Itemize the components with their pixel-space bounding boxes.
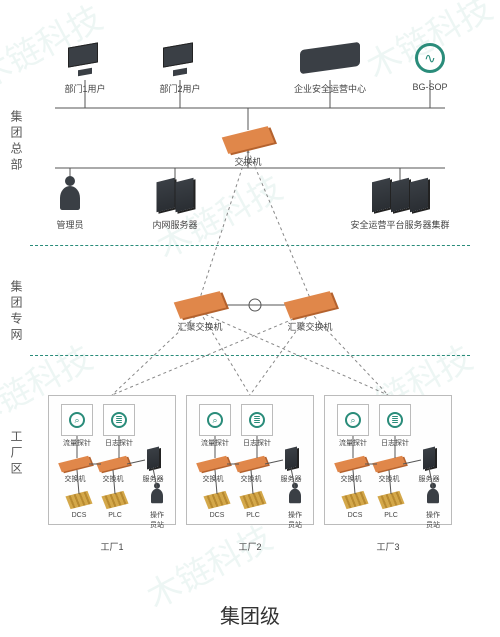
factory-server-icon xyxy=(285,448,297,468)
workstation-icon xyxy=(68,45,102,75)
probe-log: ≣ xyxy=(241,404,273,436)
dcs-label: DCS xyxy=(72,512,87,519)
dept2-label: 部门2用户 xyxy=(159,82,200,95)
server-label: 服务器 xyxy=(281,474,302,484)
intranet-server-icon xyxy=(157,180,194,210)
factory-switch-icon xyxy=(60,459,90,469)
section-label-wan: 集团专网 xyxy=(8,280,25,344)
dcs-label: DCS xyxy=(210,512,225,519)
operator-label: 操作员站 xyxy=(286,510,304,530)
probe-traffic: ⌕ xyxy=(199,404,231,436)
dept1-label: 部门1用户 xyxy=(64,82,105,95)
admin-label: 管理员 xyxy=(56,218,83,231)
workstation-icon xyxy=(163,45,197,75)
operator-icon xyxy=(147,484,167,508)
divider xyxy=(30,245,470,246)
probe-traffic-label: 流量探针 xyxy=(201,438,229,448)
probe-traffic-label: 流量探针 xyxy=(63,438,91,448)
switch2-label: 交换机 xyxy=(379,474,400,484)
operator-label: 操作员站 xyxy=(424,510,442,530)
dcs-icon xyxy=(344,493,366,507)
dcs-icon xyxy=(206,493,228,507)
operator-icon xyxy=(423,484,443,508)
plc-label: PLC xyxy=(108,512,122,519)
soc-desk-icon xyxy=(300,46,360,70)
section-label-hq: 集团总部 xyxy=(8,110,25,174)
divider xyxy=(30,355,470,356)
agg1-label: 汇聚交换机 xyxy=(177,320,222,333)
switch1-label: 交换机 xyxy=(341,474,362,484)
factory-box: ⌕ 流量探针 ≣ 日志探针 交换机 交换机 服务器 操作员站 DCS PLC xyxy=(48,395,176,525)
probe-traffic: ⌕ xyxy=(61,404,93,436)
server-label: 服务器 xyxy=(419,474,440,484)
plc-label: PLC xyxy=(246,512,260,519)
agg-switch-icon xyxy=(177,296,223,314)
switch1-label: 交换机 xyxy=(65,474,86,484)
watermark: 木链科技 xyxy=(146,161,289,268)
switch1-label: 交换机 xyxy=(203,474,224,484)
factory-switch-icon xyxy=(98,459,128,469)
operator-icon xyxy=(285,484,305,508)
factory-box: ⌕ 流量探针 ≣ 日志探针 交换机 交换机 服务器 操作员站 DCS PLC xyxy=(186,395,314,525)
probe-log-label: 日志探针 xyxy=(105,438,133,448)
probe-log-label: 日志探针 xyxy=(381,438,409,448)
plc-icon xyxy=(380,493,402,507)
agg-switch-icon xyxy=(287,296,333,314)
sec-cluster-label: 安全运营平台服务器集群 xyxy=(330,218,470,231)
factory-server-icon xyxy=(423,448,435,468)
dcs-icon xyxy=(68,493,90,507)
factory-box: ⌕ 流量探针 ≣ 日志探针 交换机 交换机 服务器 操作员站 DCS PLC xyxy=(324,395,452,525)
soc-label: 企业安全运营中心 xyxy=(294,82,366,95)
plc-icon xyxy=(104,493,126,507)
factory-switch-icon xyxy=(336,459,366,469)
factory-name: 工厂2 xyxy=(238,540,261,553)
operator-label: 操作员站 xyxy=(148,510,166,530)
plc-icon xyxy=(242,493,264,507)
bgsop-label: BG-SOP xyxy=(412,82,447,92)
plc-label: PLC xyxy=(384,512,398,519)
factory-name: 工厂3 xyxy=(376,540,399,553)
probe-traffic-label: 流量探针 xyxy=(339,438,367,448)
factory-switch-icon xyxy=(198,459,228,469)
switch2-label: 交换机 xyxy=(103,474,124,484)
probe-log: ≣ xyxy=(379,404,411,436)
factory-switch-icon xyxy=(236,459,266,469)
intranet-label: 内网服务器 xyxy=(152,218,197,231)
probe-log-label: 日志探针 xyxy=(243,438,271,448)
factory-server-icon xyxy=(147,448,159,468)
page-title: 集团级 xyxy=(0,600,500,629)
agg2-label: 汇聚交换机 xyxy=(287,320,332,333)
server-label: 服务器 xyxy=(143,474,164,484)
probe-log: ≣ xyxy=(103,404,135,436)
factory-name: 工厂1 xyxy=(100,540,123,553)
core-switch-icon xyxy=(225,131,271,149)
sec-cluster-icon xyxy=(372,180,428,210)
section-label-plant: 工厂区 xyxy=(8,430,25,478)
factory-switch-icon xyxy=(374,459,404,469)
switch2-label: 交换机 xyxy=(241,474,262,484)
admin-icon xyxy=(60,186,80,210)
dcs-label: DCS xyxy=(348,512,363,519)
bgsop-icon: ∿ xyxy=(415,43,445,73)
core-switch-label: 交换机 xyxy=(234,155,261,168)
probe-traffic: ⌕ xyxy=(337,404,369,436)
